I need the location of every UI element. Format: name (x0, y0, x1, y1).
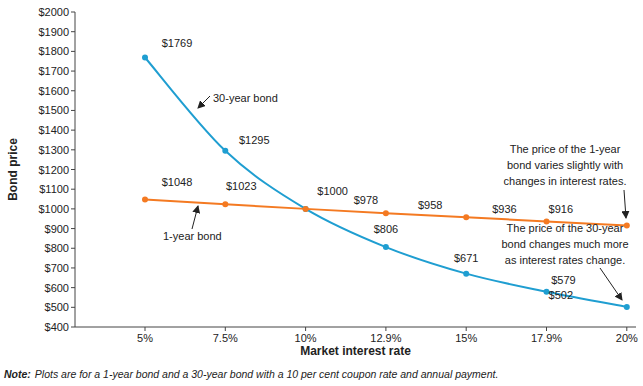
y-tick (71, 90, 75, 91)
y-tick-label: $900 (45, 223, 69, 235)
y-tick (71, 327, 75, 328)
series-marker (303, 206, 309, 212)
y-tick (71, 51, 75, 52)
x-tick-label: 20% (616, 332, 638, 344)
y-tick (71, 208, 75, 209)
plot-area (142, 54, 630, 309)
annotation-arrow (192, 206, 198, 229)
x-tick-label: 17.9% (531, 332, 562, 344)
y-tick-label: $2000 (38, 6, 69, 18)
chart-container: $400 $500 $600 $700 $800 $900 $1000 $1100 $1200 $… (0, 0, 643, 386)
data-label: $1023 (226, 180, 257, 192)
y-tick (71, 130, 75, 131)
series-marker (624, 304, 630, 310)
data-label: $806 (374, 223, 398, 235)
annotation-text: The price of the 1-year (510, 143, 621, 155)
x-tick (225, 327, 226, 331)
annotation-text: changes in interest rates. (504, 175, 627, 187)
x-tick (305, 327, 306, 331)
data-label: $916 (549, 203, 573, 215)
y-tick-label: $1600 (38, 85, 69, 97)
series-marker (142, 54, 148, 60)
chart-svg: $400 $500 $600 $700 $800 $900 $1000 $1100 $1200 $… (0, 0, 643, 386)
annotation-arrow (600, 268, 622, 300)
y-tick (71, 169, 75, 170)
x-tick-label: 15% (455, 332, 477, 344)
annotations: 30-year bond 1-year bond The price of the … (163, 92, 629, 300)
y-tick-label: $700 (45, 262, 69, 274)
annotation-text: as interest rates change. (505, 254, 625, 266)
annotation-arrow (198, 96, 210, 108)
y-tick-label: $1500 (38, 104, 69, 116)
data-label: $1769 (162, 37, 193, 49)
y-tick-label: $1300 (38, 144, 69, 156)
y-tick-label: $500 (45, 301, 69, 313)
note-text: Plots are for a 1-year bond and a 30-yea… (35, 368, 498, 380)
series-marker (624, 222, 630, 228)
data-label: $936 (492, 203, 516, 215)
data-label: $671 (454, 252, 478, 264)
x-tick-label: 5% (137, 332, 153, 344)
data-label: $1000 (317, 185, 348, 197)
x-tick-label: 10% (295, 332, 317, 344)
data-label: $1295 (239, 134, 270, 146)
y-tick-label: $1900 (38, 26, 69, 38)
y-tick (71, 71, 75, 72)
x-tick (385, 327, 386, 331)
x-tick (145, 327, 146, 331)
series-marker (383, 244, 389, 250)
x-axis-title: Market interest rate (300, 344, 411, 358)
y-tick (71, 12, 75, 13)
x-tick (546, 327, 547, 331)
y-tick-label: $400 (45, 321, 69, 333)
series-name-label: 30-year bond (213, 92, 278, 104)
series-marker (142, 196, 148, 202)
y-tick-label: $1400 (38, 124, 69, 136)
y-axis-title: Bond price (6, 138, 20, 201)
y-tick (71, 110, 75, 111)
data-label: $579 (551, 274, 575, 286)
y-tick (71, 31, 75, 32)
series-marker (463, 271, 469, 277)
data-label: $1048 (162, 176, 193, 188)
annotation-text: bond changes much more (501, 238, 628, 250)
x-tick-label: 12.9% (370, 332, 401, 344)
series-marker (303, 206, 309, 212)
series-line (145, 57, 627, 306)
y-tick-label: $1000 (38, 203, 69, 215)
y-tick (71, 189, 75, 190)
y-tick (71, 149, 75, 150)
data-label: $978 (354, 194, 378, 206)
y-tick-label: $1100 (39, 183, 69, 195)
y-tick (71, 248, 75, 249)
note: Note: Plots are for a 1-year bond and a 3… (4, 368, 498, 380)
annotation-text: bond varies slightly with (507, 159, 623, 171)
data-label: $502 (549, 289, 573, 301)
y-tick (71, 228, 75, 229)
y-tick (71, 307, 75, 308)
y-tick-label: $1200 (38, 164, 69, 176)
x-axis-line (75, 327, 636, 328)
series-name-label: 1-year bond (163, 230, 222, 242)
y-tick-label: $800 (45, 242, 69, 254)
annotation-arrow (624, 190, 626, 218)
series-marker (222, 201, 228, 207)
y-tick-label: $1800 (38, 45, 69, 57)
y-tick-label: $600 (45, 282, 69, 294)
x-tick (626, 327, 627, 331)
series-marker (383, 210, 389, 216)
data-label: $958 (418, 199, 442, 211)
note-label: Note: (4, 368, 31, 380)
annotation-text: The price of the 30-year (507, 222, 624, 234)
y-tick (71, 287, 75, 288)
y-tick-label: $1700 (38, 65, 69, 77)
x-tick-label: 7.5% (213, 332, 238, 344)
x-tick (466, 327, 467, 331)
y-tick (71, 267, 75, 268)
series-marker (463, 214, 469, 220)
series-marker (222, 148, 228, 154)
